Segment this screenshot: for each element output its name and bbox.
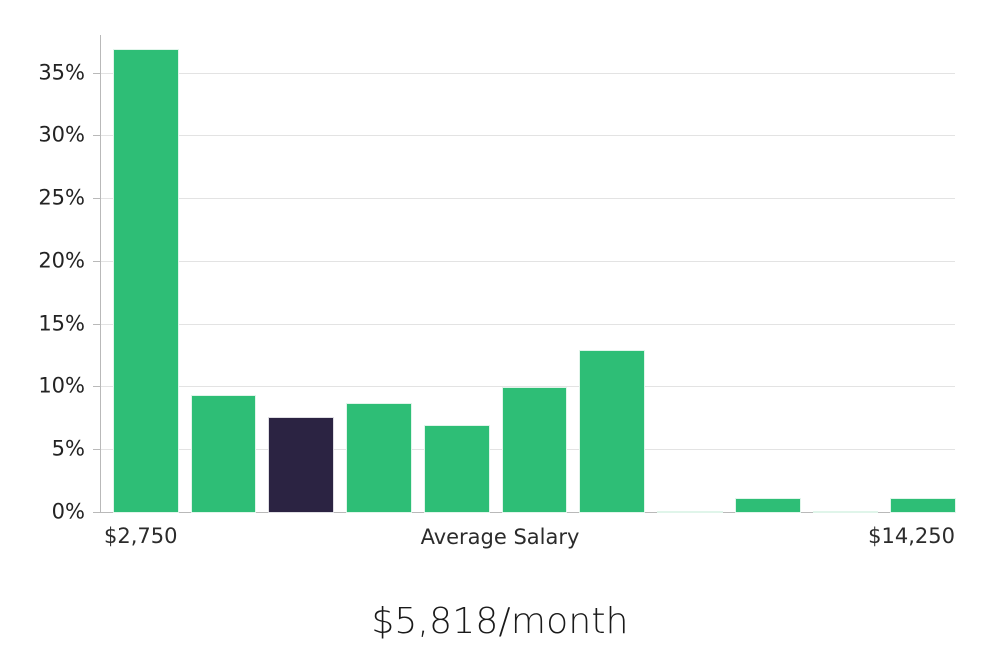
y-axis-tick xyxy=(93,323,100,325)
y-axis-tick xyxy=(93,386,100,388)
bar[interactable] xyxy=(579,349,646,513)
bar[interactable] xyxy=(890,497,956,513)
y-axis-tick-label: 5% xyxy=(51,436,85,461)
y-axis-tick-label: 0% xyxy=(51,499,85,524)
gridline xyxy=(100,323,955,325)
y-axis-tick xyxy=(93,449,100,451)
bar[interactable] xyxy=(501,387,568,513)
bar[interactable] xyxy=(657,511,723,513)
x-axis-label-min: $2,750 xyxy=(104,524,178,548)
y-axis-tick-label: 25% xyxy=(38,185,85,210)
y-axis-tick xyxy=(93,260,100,262)
gridline xyxy=(100,135,955,137)
gridline xyxy=(100,386,955,388)
bar[interactable] xyxy=(423,425,490,513)
bar[interactable] xyxy=(812,511,879,513)
average-salary-caption: $5,818/month xyxy=(371,601,629,642)
y-axis-tick-labels: 0% 5% 10% 15% 20% 25% 30% 35% xyxy=(0,0,85,660)
bar-series xyxy=(100,35,956,513)
gridline xyxy=(100,198,955,200)
bar[interactable] xyxy=(346,402,412,513)
y-axis-tick xyxy=(93,72,100,74)
x-axis-title: Average Salary xyxy=(420,525,580,549)
y-axis-tick-label: 30% xyxy=(38,122,85,147)
gridline xyxy=(100,260,955,262)
bar[interactable] xyxy=(113,48,179,513)
y-axis-tick-label: 20% xyxy=(38,248,85,273)
y-axis-tick-label: 35% xyxy=(38,60,85,85)
bar[interactable] xyxy=(734,497,801,513)
gridline xyxy=(100,72,955,74)
y-axis-tick xyxy=(93,135,100,137)
y-axis-tick-label: 15% xyxy=(38,311,85,336)
y-axis-tick xyxy=(93,512,100,513)
y-axis-tick xyxy=(93,198,100,200)
bar[interactable] xyxy=(190,395,257,513)
y-axis-tick-label: 10% xyxy=(38,373,85,398)
x-axis-label-max: $14,250 xyxy=(868,524,955,548)
y-axis-line xyxy=(100,35,101,513)
bar-highlighted[interactable] xyxy=(268,416,335,513)
